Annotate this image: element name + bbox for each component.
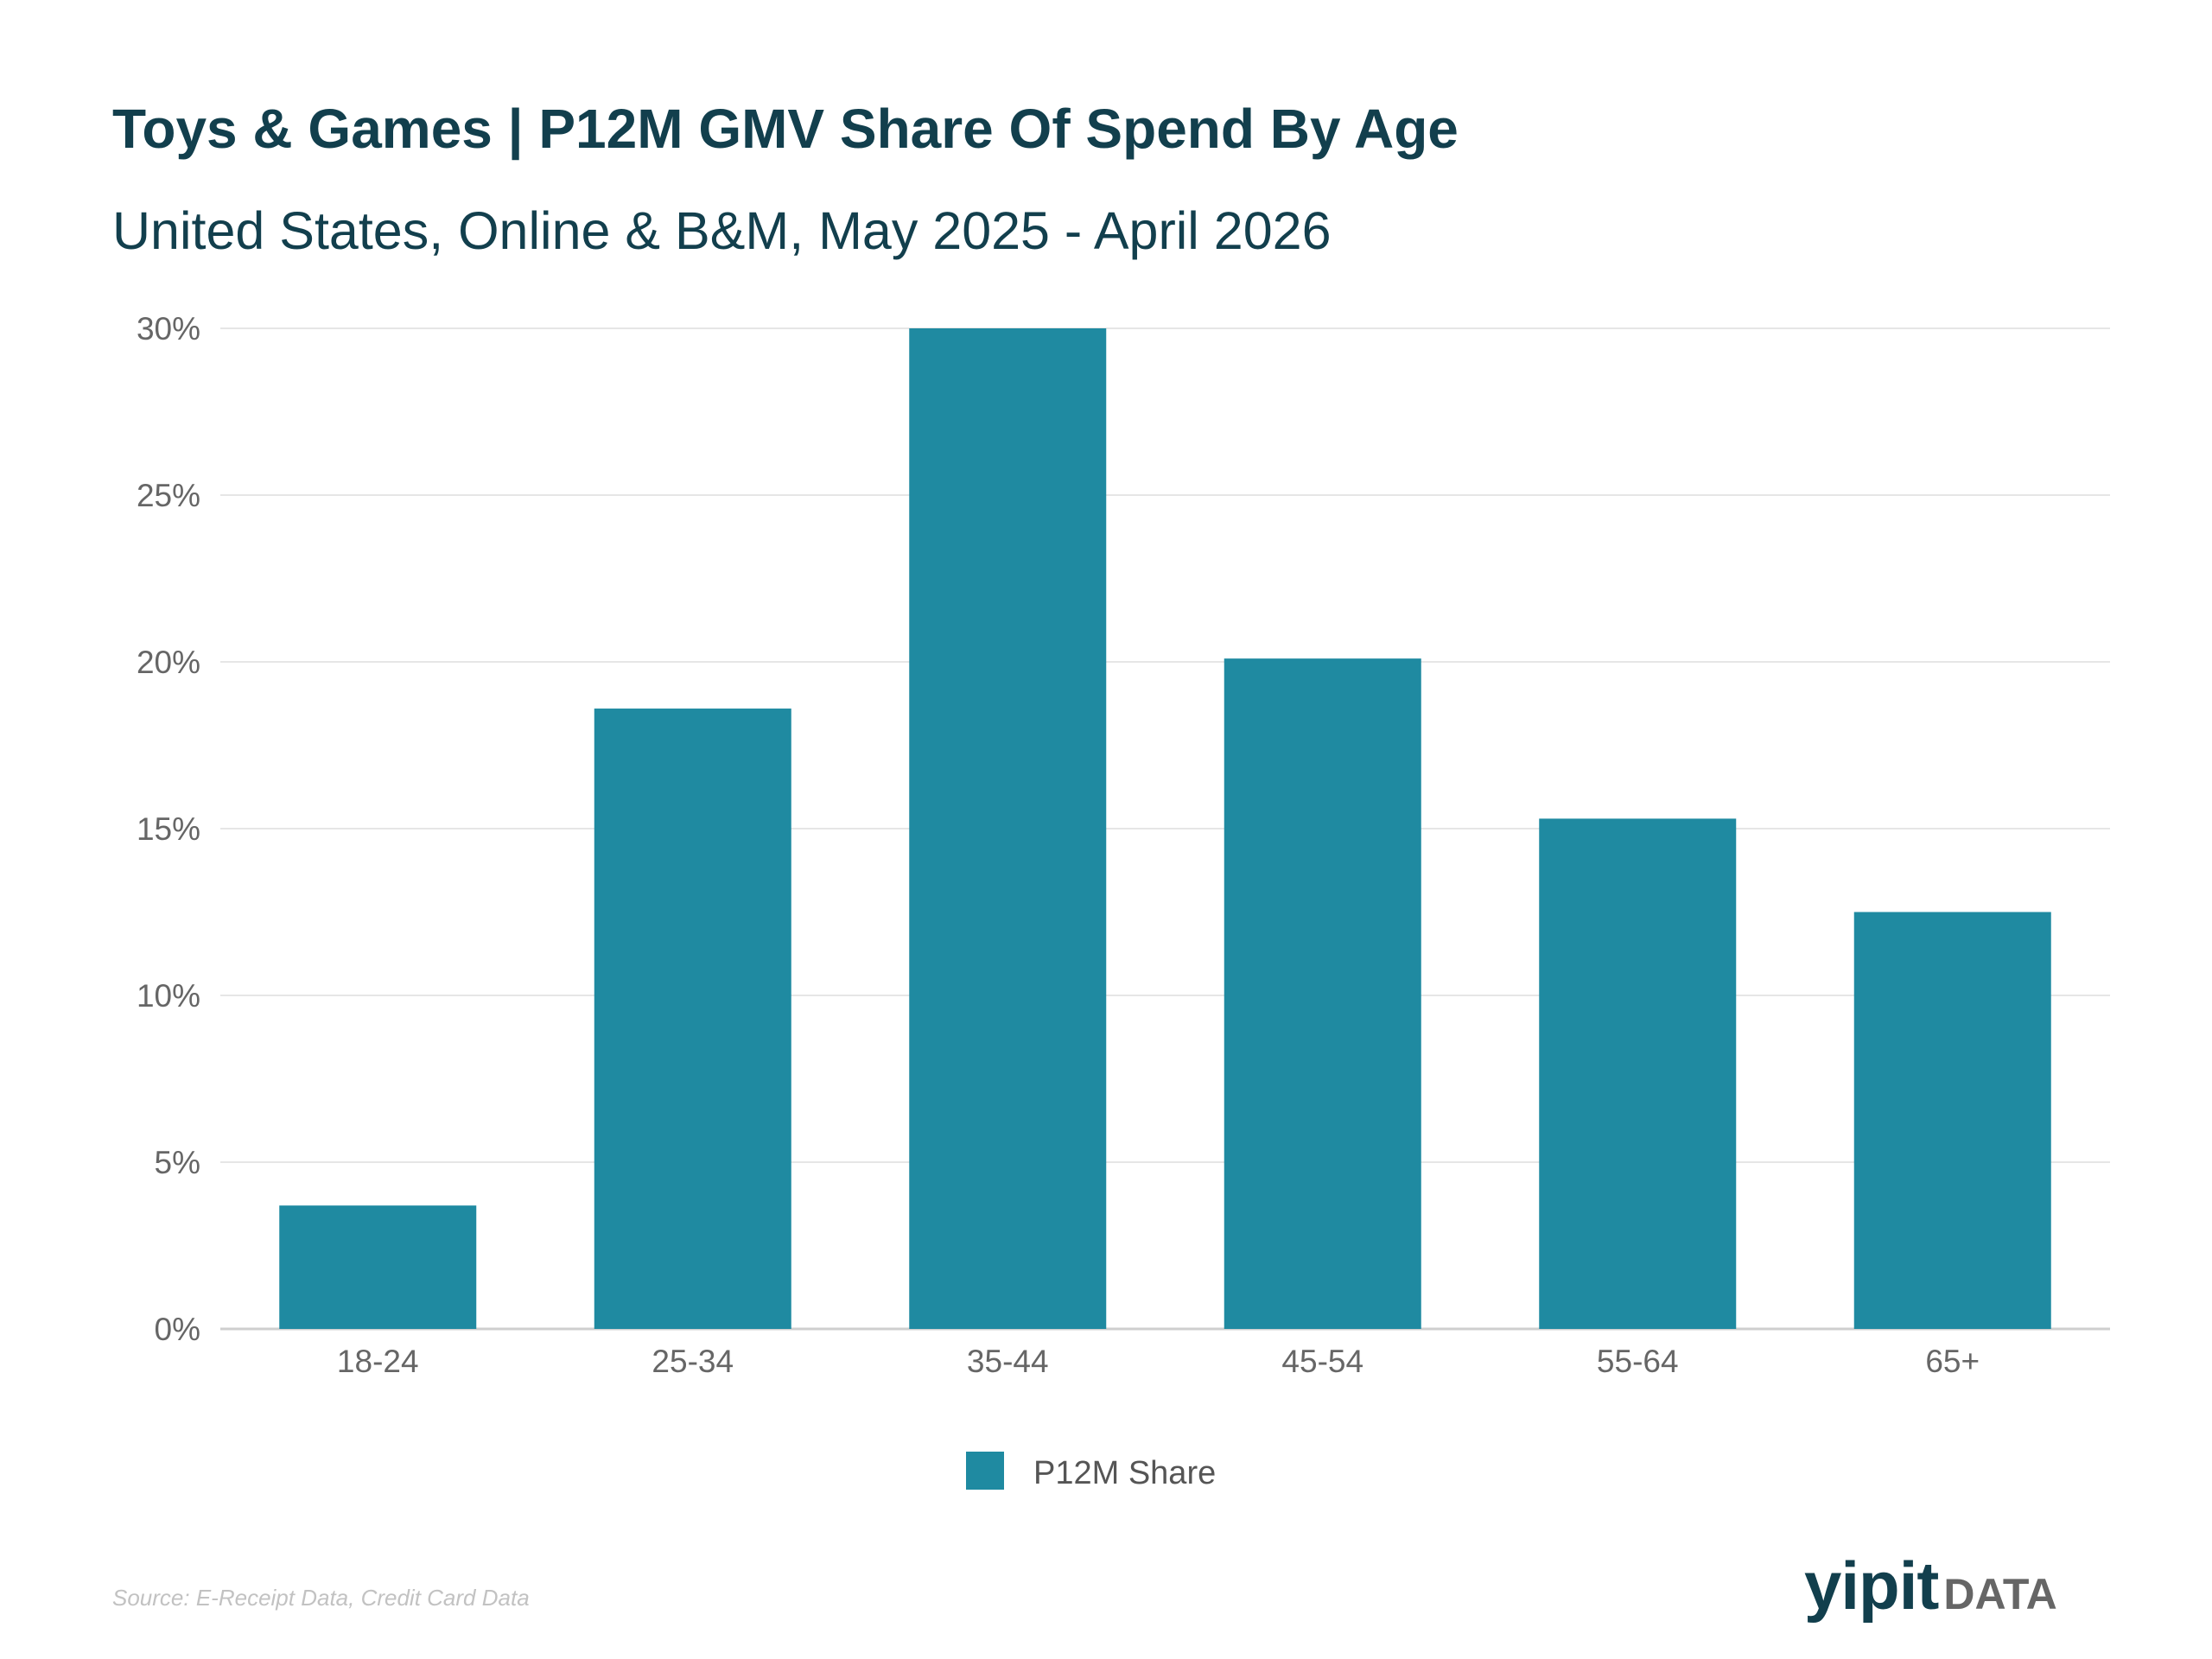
- legend-swatch: [966, 1452, 1004, 1490]
- bar-55-64: [1539, 818, 1737, 1329]
- y-tick-label: 20%: [137, 645, 200, 680]
- chart-title: Toys & Games | P12M GMV Share Of Spend B…: [112, 98, 1459, 160]
- y-tick-label: 5%: [155, 1145, 200, 1180]
- bar-25-34: [594, 709, 791, 1329]
- x-tick-label: 35-44: [967, 1344, 1049, 1379]
- x-tick-label: 55-64: [1597, 1344, 1679, 1379]
- x-tick-label: 18-24: [337, 1344, 419, 1379]
- y-tick-label: 0%: [155, 1312, 200, 1347]
- y-tick-label: 25%: [137, 478, 200, 513]
- chart-subtitle: United States, Online & B&M, May 2025 - …: [112, 201, 1332, 260]
- source-note: Source: E-Receipt Data, Credit Card Data: [112, 1585, 530, 1611]
- logo-data-text: DATA: [1943, 1570, 2057, 1618]
- gridlines: [220, 327, 2110, 1331]
- legend-label-p12m-share: P12M Share: [1033, 1455, 1216, 1491]
- logo-yipit-text: yipit: [1804, 1548, 1939, 1624]
- bar-65plus: [1853, 912, 2051, 1329]
- legend: P12M Share: [966, 1452, 1216, 1491]
- x-axis-tick-labels: 18-24 25-34 35-44 45-54 55-64 65+: [337, 1344, 1980, 1379]
- y-tick-label: 30%: [137, 311, 200, 346]
- yipit-data-logo: yipit DATA: [1804, 1547, 2057, 1625]
- x-tick-label: 45-54: [1281, 1344, 1363, 1379]
- bar-45-54: [1224, 658, 1421, 1329]
- y-tick-label: 10%: [137, 978, 200, 1014]
- y-axis-tick-labels: 0% 5% 10% 15% 20% 25% 30%: [137, 311, 200, 1347]
- bar-35-44: [909, 328, 1107, 1329]
- x-tick-label: 25-34: [652, 1344, 734, 1379]
- x-tick-label: 65+: [1925, 1344, 1980, 1379]
- bar-18-24: [279, 1205, 477, 1329]
- bars: [279, 328, 2051, 1329]
- y-tick-label: 15%: [137, 811, 200, 847]
